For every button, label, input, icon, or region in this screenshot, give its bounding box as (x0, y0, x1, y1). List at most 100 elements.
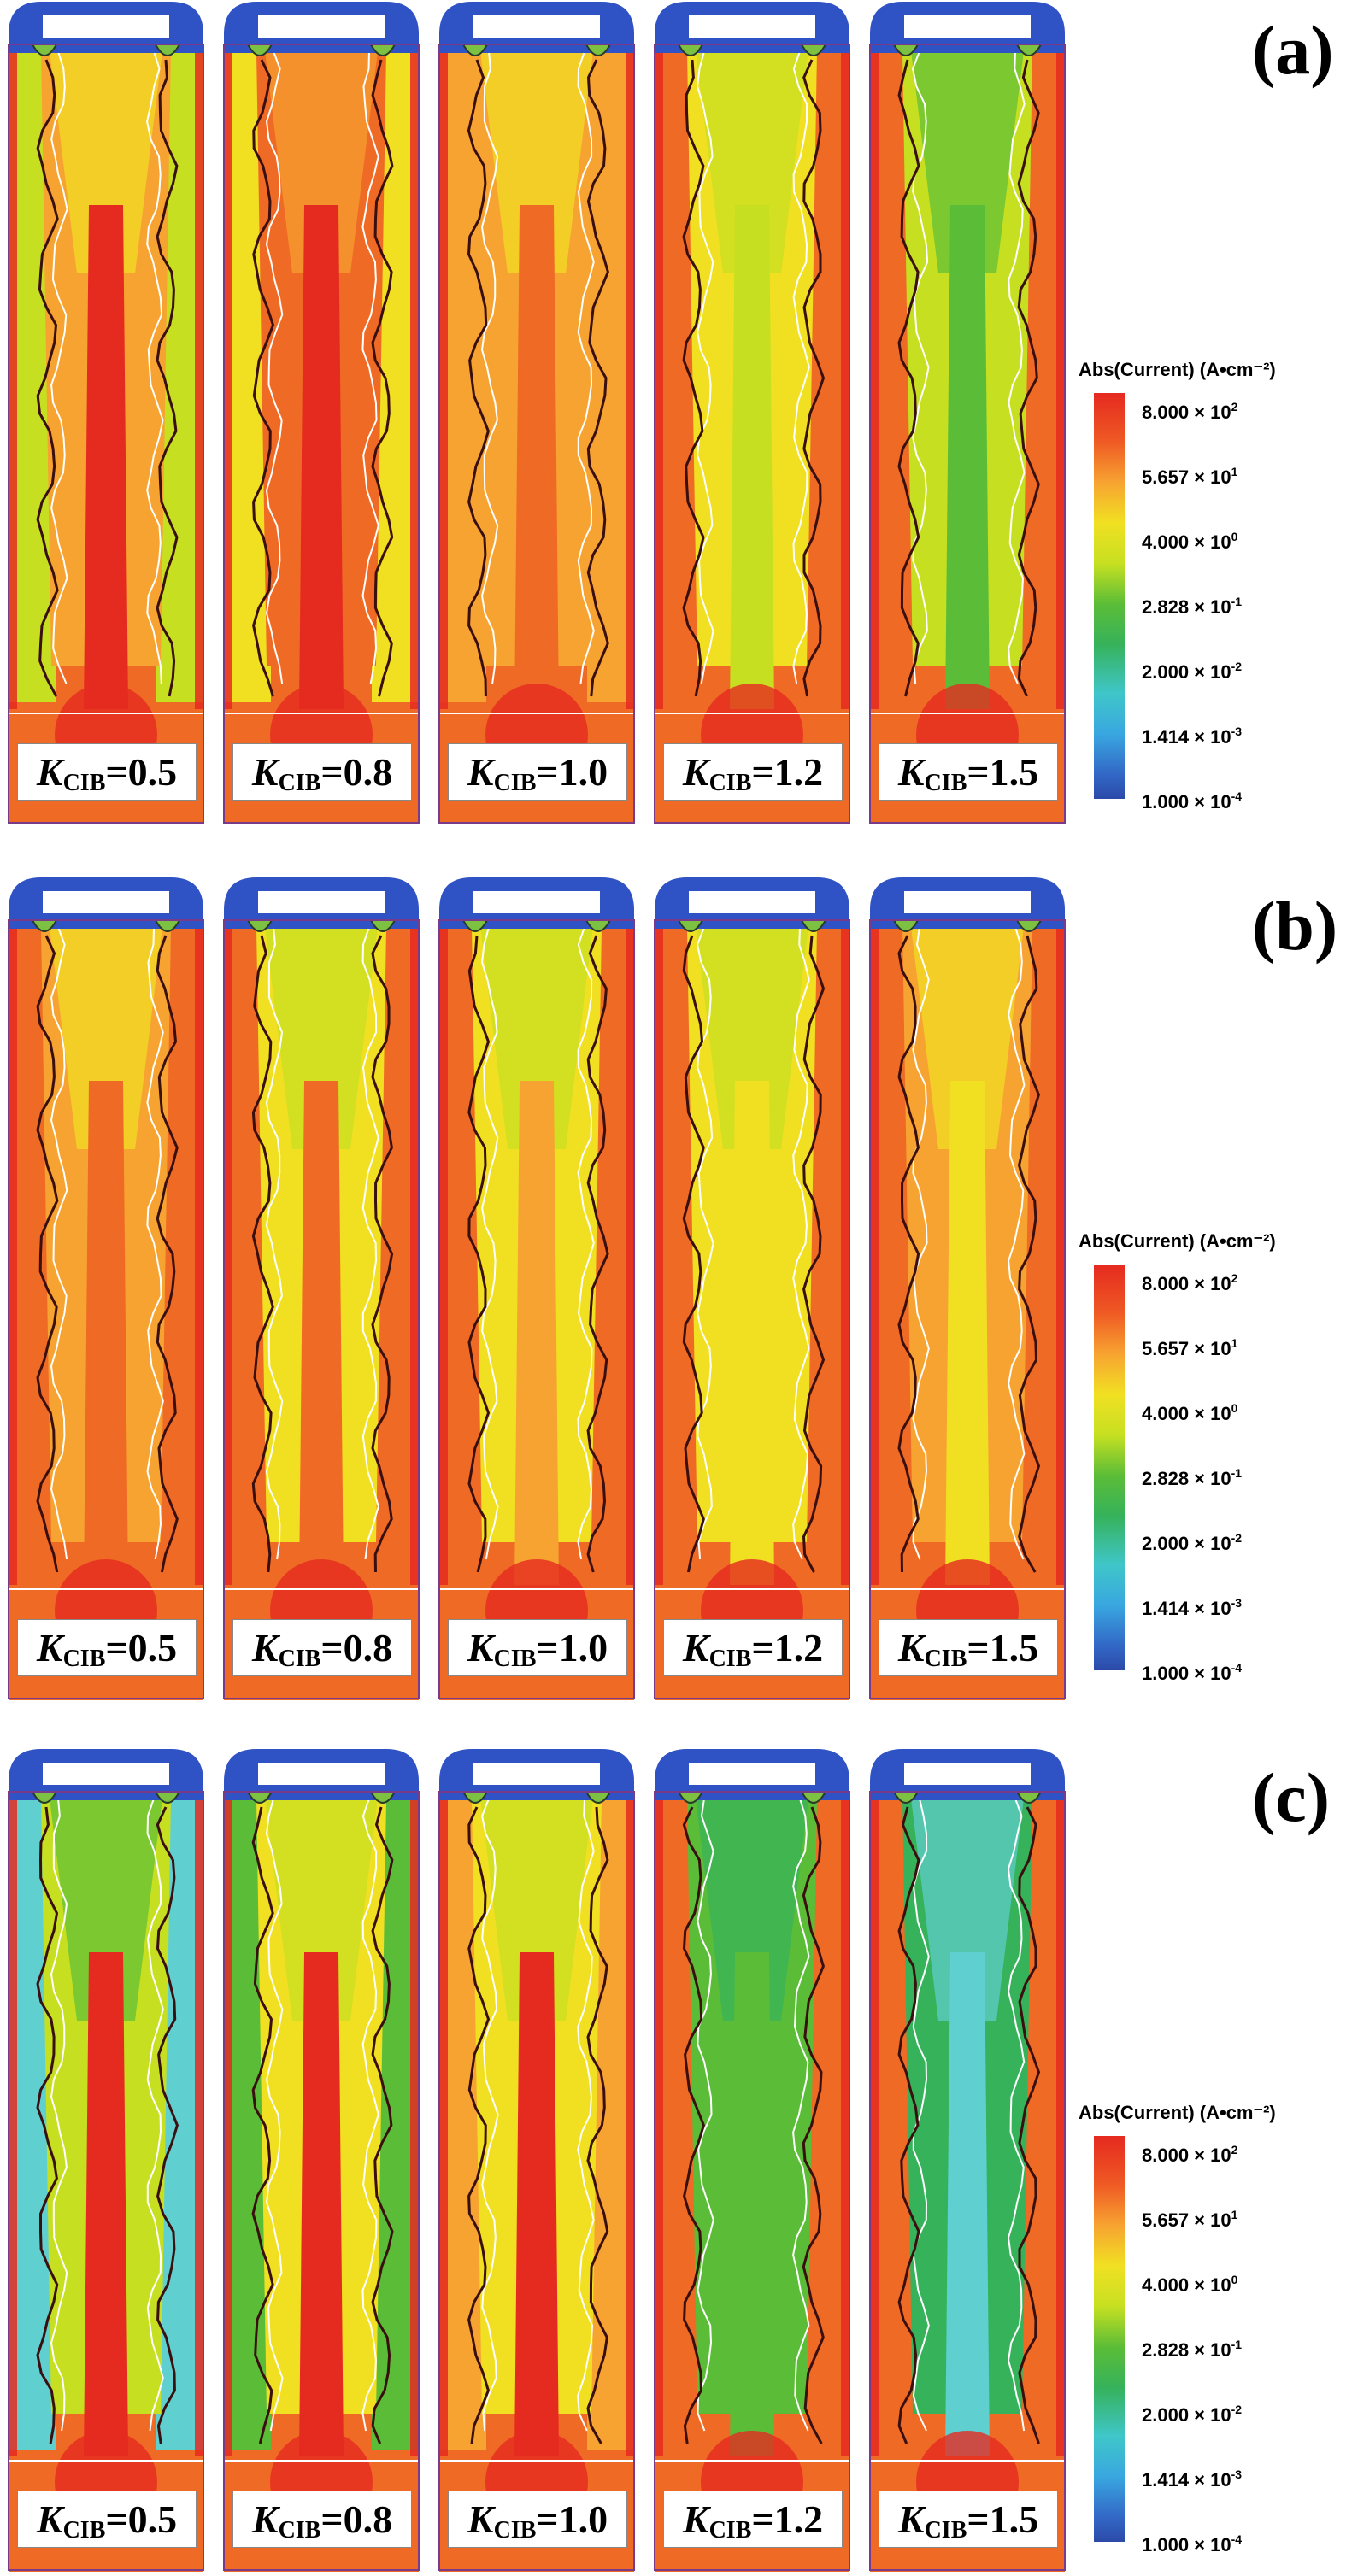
k-symbol: K (36, 2497, 63, 2541)
k-value: =0.8 (320, 2497, 393, 2541)
simulation-cell: KCIB=1.2 (653, 876, 851, 1700)
legend-tick-label: 5.657 × 101 (1142, 2208, 1238, 2231)
simulation-cell: KCIB=1.0 (438, 1747, 636, 2572)
legend-tick-label: 2.000 × 10-2 (1142, 660, 1243, 683)
k-subscript: CIB (62, 770, 106, 796)
k-subscript: CIB (278, 770, 321, 796)
legend-title: Abs(Current) (A•cm⁻²) (1079, 2102, 1276, 2123)
panel-a: KCIB=0.5 KCIB=0.8 KCIB=1.0 KCIB=1.2 KCIB=1.5… (0, 0, 1346, 824)
k-value: =1.0 (536, 750, 608, 794)
kcib-label: KCIB=0.5 (17, 743, 197, 801)
current-density-map (223, 877, 420, 1700)
legend-tick-label: 2.828 × 10-1 (1142, 2338, 1243, 2361)
current-density-map (223, 1749, 420, 2572)
colorbar-legend: Abs(Current) (A•cm⁻²) 8.000 × 102 5.657 × … (1079, 359, 1343, 813)
current-density-map (223, 2, 420, 824)
k-value: =1.5 (967, 750, 1039, 794)
kcib-label: KCIB=0.5 (17, 1619, 197, 1676)
k-value: =0.8 (320, 750, 393, 794)
k-symbol: K (36, 1626, 63, 1669)
kcib-label: KCIB=1.2 (663, 1619, 843, 1676)
colorbar-legend: Abs(Current) (A•cm⁻²) 8.000 × 102 5.657 × … (1079, 1230, 1343, 1684)
panel-letter: (c) (1252, 1758, 1331, 1836)
k-symbol: K (467, 2497, 494, 2541)
simulation-cell: KCIB=1.5 (868, 876, 1067, 1700)
k-value: =0.5 (105, 1626, 178, 1669)
kcib-label: KCIB=1.0 (448, 743, 627, 801)
legend-tick-label: 8.000 × 102 (1142, 400, 1238, 423)
kcib-label: KCIB=1.2 (663, 2491, 843, 2548)
k-value: =1.0 (536, 1626, 608, 1669)
simulation-cell: KCIB=0.5 (7, 0, 205, 824)
current-density-map (654, 2, 850, 824)
k-subscript: CIB (62, 2517, 106, 2544)
current-density-map (8, 2, 204, 824)
k-symbol: K (897, 2497, 925, 2541)
legend-tick-label: 1.414 × 10-3 (1142, 2467, 1243, 2491)
k-subscript: CIB (278, 1646, 321, 1672)
k-value: =0.5 (105, 2497, 178, 2541)
current-density-map (8, 1749, 204, 2572)
kcib-label: KCIB=1.5 (879, 743, 1058, 801)
colorbar (1094, 1265, 1125, 1670)
current-density-map (654, 1749, 850, 2572)
colorbar (1094, 2136, 1125, 2542)
legend-tick-label: 4.000 × 100 (1142, 2273, 1238, 2296)
legend-tick-label: 5.657 × 101 (1142, 465, 1238, 488)
legend-tick-label: 4.000 × 100 (1142, 1401, 1238, 1424)
k-symbol: K (251, 2497, 279, 2541)
k-symbol: K (682, 750, 709, 794)
k-symbol: K (897, 1626, 925, 1669)
current-density-map (869, 877, 1066, 1700)
simulation-cell: KCIB=0.5 (7, 1747, 205, 2572)
kcib-label: KCIB=1.5 (879, 1619, 1058, 1676)
k-subscript: CIB (924, 770, 967, 796)
kcib-label: KCIB=0.8 (232, 2491, 412, 2548)
k-symbol: K (682, 1626, 709, 1669)
current-density-map (438, 2, 635, 824)
simulation-cell: KCIB=0.8 (222, 0, 420, 824)
k-value: =1.0 (536, 2497, 608, 2541)
kcib-label: KCIB=1.2 (663, 743, 843, 801)
legend-tick-label: 2.828 × 10-1 (1142, 1466, 1243, 1489)
k-value: =1.5 (967, 2497, 1039, 2541)
k-subscript: CIB (278, 2517, 321, 2544)
k-subscript: CIB (493, 2517, 537, 2544)
k-symbol: K (251, 750, 279, 794)
current-density-map (654, 877, 850, 1700)
simulation-cell: KCIB=1.5 (868, 0, 1067, 824)
k-symbol: K (467, 750, 494, 794)
legend-tick-label: 1.000 × 10-4 (1142, 789, 1243, 813)
k-subscript: CIB (493, 1646, 537, 1672)
k-subscript: CIB (924, 2517, 967, 2544)
simulation-cell: KCIB=0.8 (222, 876, 420, 1700)
legend-tick-label: 1.000 × 10-4 (1142, 2532, 1243, 2555)
simulation-cell: KCIB=0.5 (7, 876, 205, 1700)
legend-tick-label: 1.000 × 10-4 (1142, 1661, 1243, 1684)
kcib-label: KCIB=0.8 (232, 743, 412, 801)
simulation-cell: KCIB=1.0 (438, 876, 636, 1700)
panel-letter: (b) (1252, 887, 1338, 965)
k-subscript: CIB (62, 1646, 106, 1672)
k-subscript: CIB (493, 770, 537, 796)
k-symbol: K (897, 750, 925, 794)
legend-title: Abs(Current) (A•cm⁻²) (1079, 1230, 1276, 1252)
legend-tick-label: 8.000 × 102 (1142, 1271, 1238, 1294)
simulation-cell: KCIB=0.8 (222, 1747, 420, 2572)
legend-tick-label: 5.657 × 101 (1142, 1336, 1238, 1359)
simulation-cell: KCIB=1.2 (653, 1747, 851, 2572)
legend-tick-label: 2.828 × 10-1 (1142, 595, 1243, 618)
kcib-label: KCIB=1.0 (448, 2491, 627, 2548)
current-density-map (869, 1749, 1066, 2572)
panel-c: KCIB=0.5 KCIB=0.8 KCIB=1.0 KCIB=1.2 KCIB=1.5… (0, 1747, 1346, 2572)
kcib-label: KCIB=0.5 (17, 2491, 197, 2548)
k-value: =1.5 (967, 1626, 1039, 1669)
colorbar (1094, 393, 1125, 799)
k-subscript: CIB (708, 2517, 752, 2544)
simulation-cell: KCIB=1.5 (868, 1747, 1067, 2572)
kcib-label: KCIB=1.5 (879, 2491, 1058, 2548)
k-value: =1.2 (751, 1626, 824, 1669)
panel-letter: (a) (1252, 11, 1334, 89)
colorbar-legend: Abs(Current) (A•cm⁻²) 8.000 × 102 5.657 × … (1079, 2102, 1343, 2555)
legend-title: Abs(Current) (A•cm⁻²) (1079, 359, 1276, 380)
